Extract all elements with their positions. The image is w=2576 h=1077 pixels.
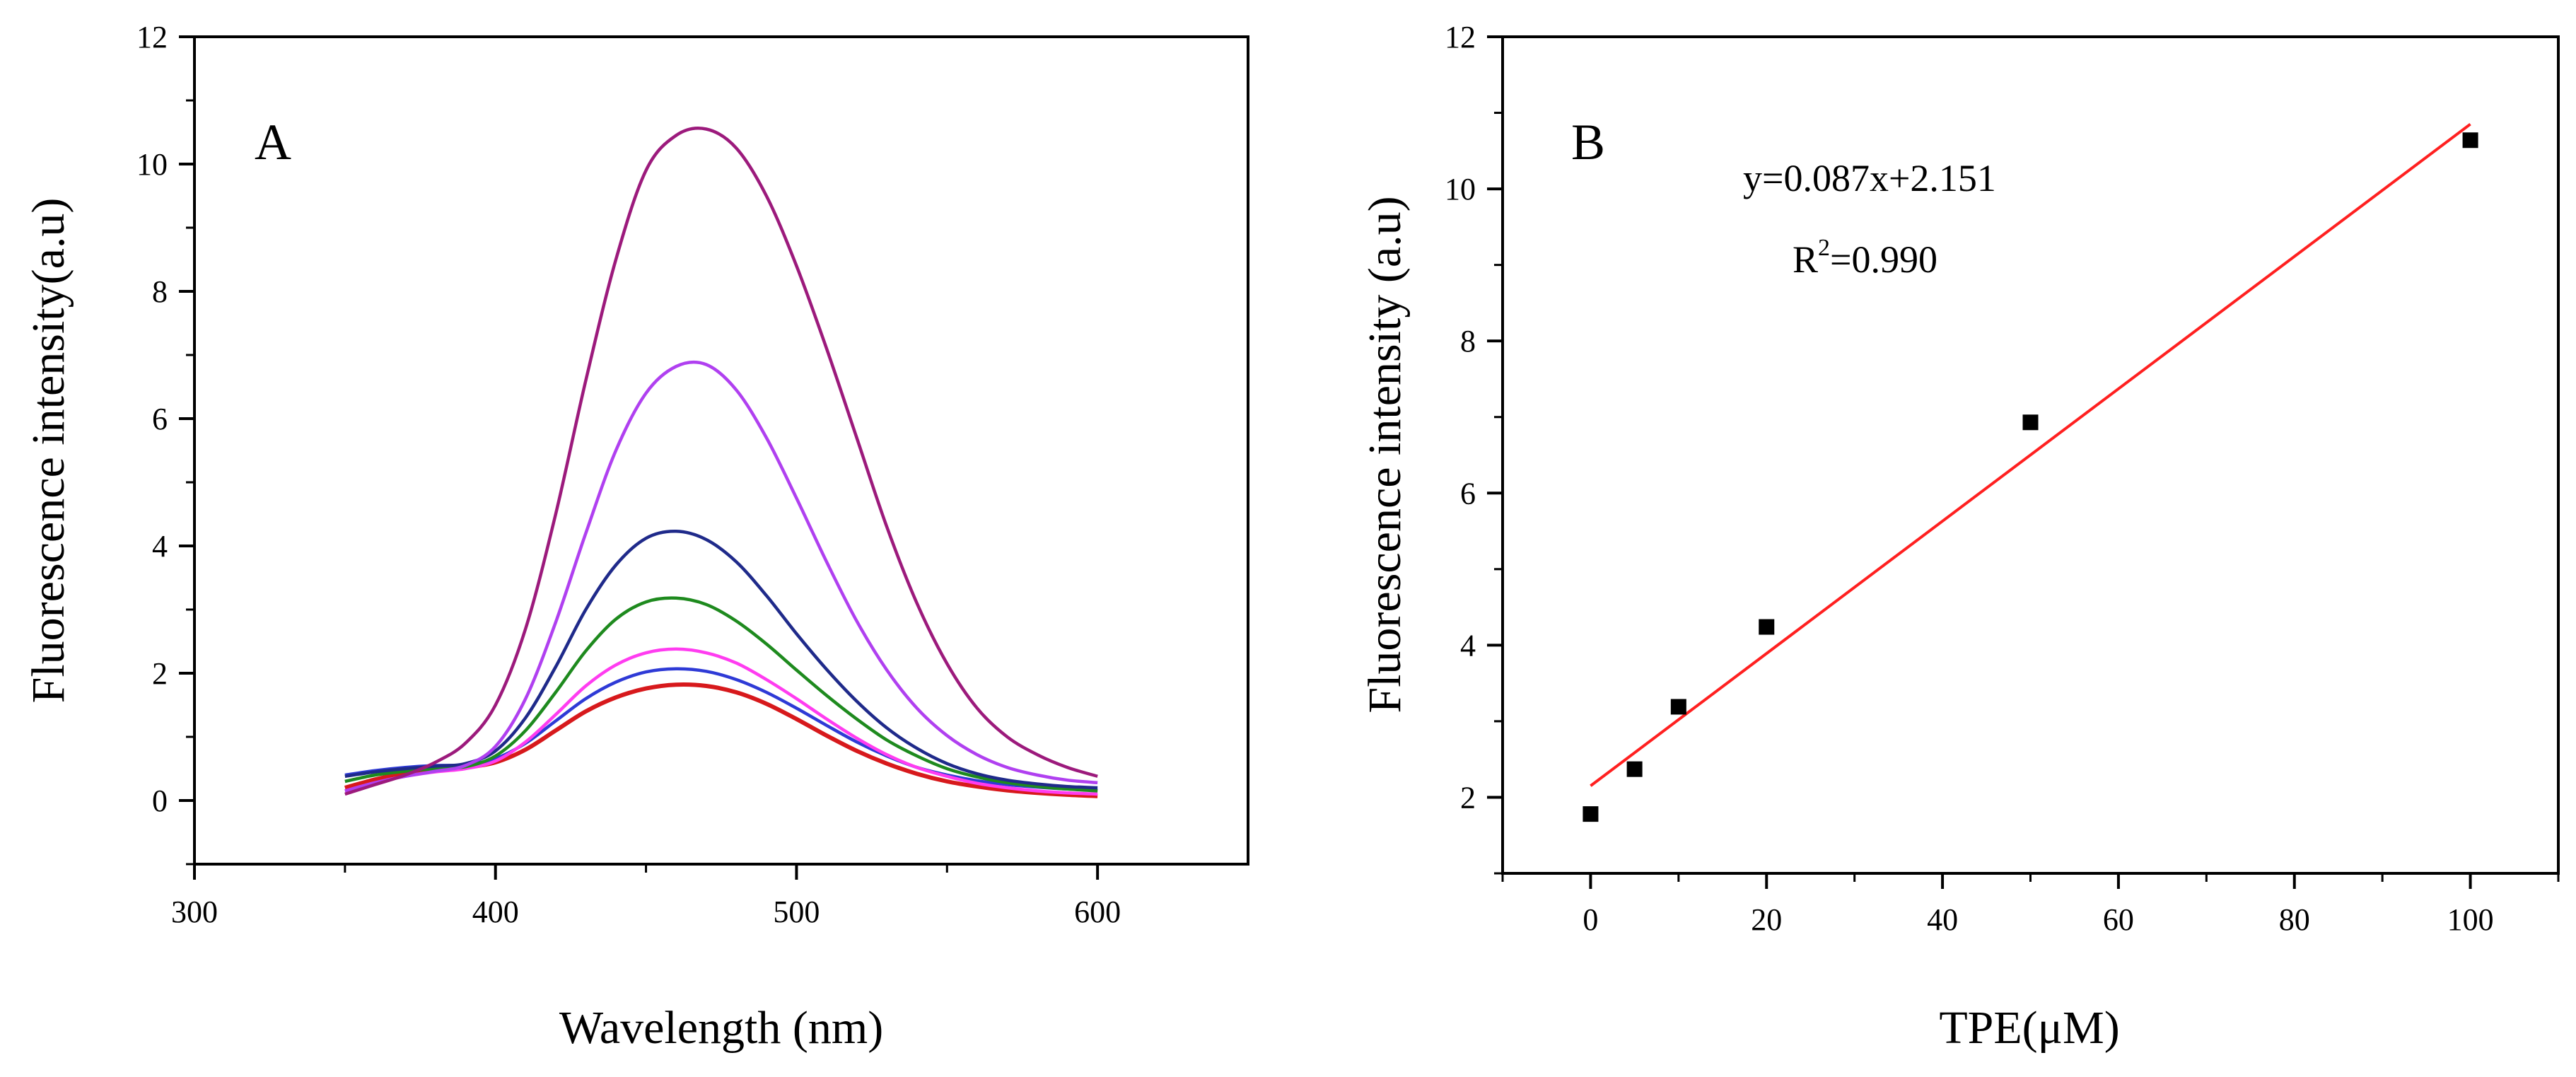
x-tick-label: 600: [1074, 895, 1121, 929]
x-tick-label: 500: [773, 895, 820, 929]
x-tick-label: 400: [472, 895, 519, 929]
panel-b-r-squared: R2=0.990: [1793, 235, 1937, 281]
y-tick-label: 2: [152, 656, 168, 691]
y-tick-label: 4: [1460, 628, 1476, 663]
data-point-0: [1583, 806, 1599, 822]
panel-a-ticks: 300 400 500 600 0 2 4 6 8 10 12: [136, 20, 1121, 929]
data-point-10: [1670, 699, 1686, 715]
spectrum-curve-20: [344, 596, 1098, 793]
y-tick-label: 8: [152, 274, 168, 309]
x-tick-label: 40: [1927, 902, 1958, 937]
r2-prefix: R: [1793, 238, 1818, 281]
y-tick-label: 12: [1445, 20, 1476, 54]
panel-a-y-axis-title: Fluorescence intensity(a.u): [23, 198, 74, 704]
data-point-5: [1626, 761, 1643, 777]
panel-a-letter: A: [255, 114, 291, 170]
spectrum-curve-200: [344, 127, 1098, 796]
data-point-20: [1759, 619, 1775, 635]
panel-b-letter: B: [1571, 114, 1605, 170]
panel-b-x-axis-title: TPE(μM): [1939, 1002, 2119, 1054]
y-tick-label: 10: [1445, 172, 1476, 206]
r2-superscript: 2: [1818, 235, 1830, 261]
x-tick-label: 80: [2279, 902, 2310, 937]
panel-b-y-axis-title: Fluorescence intensity (a.u): [1359, 196, 1411, 713]
y-tick-label: 2: [1460, 780, 1476, 815]
panel-b-ticks: 0 20 40 60 80 100 2 4 6 8 10 12: [1445, 20, 2560, 937]
y-tick-label: 6: [152, 402, 168, 436]
panel-a-curves: [344, 127, 1098, 798]
panel-b-equation: y=0.087x+2.151: [1743, 157, 1996, 199]
spectrum-curve-10: [344, 647, 1098, 796]
panel-a-frame: [193, 35, 1249, 866]
x-tick-label: 100: [2447, 902, 2494, 937]
spectrum-curve-100: [344, 360, 1098, 793]
x-tick-label: 0: [1583, 902, 1598, 937]
y-tick-label: 12: [136, 20, 168, 54]
panel-a-x-axis-title: Wavelength (nm): [559, 1002, 883, 1054]
data-point-100: [2462, 132, 2478, 149]
y-tick-label: 8: [1460, 324, 1476, 359]
y-tick-label: 6: [1460, 476, 1476, 511]
r2-value: =0.990: [1830, 238, 1937, 281]
y-tick-label: 4: [152, 529, 168, 564]
x-tick-label: 20: [1751, 902, 1782, 937]
y-tick-label: 0: [152, 784, 168, 818]
linear-fit-line: [1590, 122, 2471, 787]
panel-b-points: [1583, 132, 2478, 822]
x-tick-label: 60: [2103, 902, 2134, 937]
x-tick-label: 300: [171, 895, 218, 929]
y-tick-label: 10: [136, 147, 168, 182]
panel-b-fit-line: [1590, 122, 2471, 787]
data-point-50: [2022, 414, 2039, 431]
